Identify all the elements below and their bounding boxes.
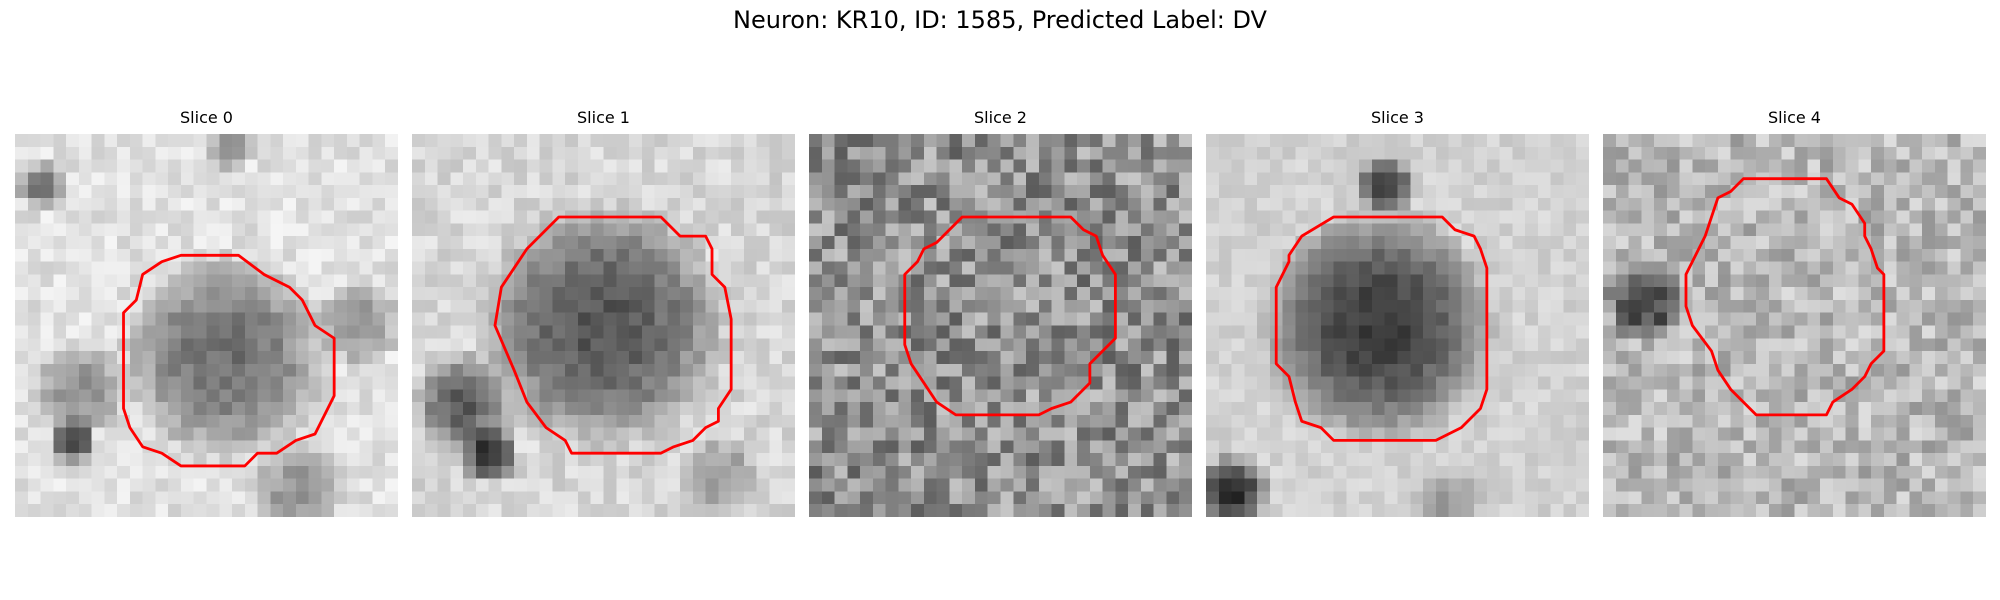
roi-contour [493, 215, 733, 455]
slice-title: Slice 4 [1768, 108, 1821, 127]
slice-panel-3: Slice 3 [1206, 108, 1589, 517]
slice-panel-4: Slice 4 [1603, 108, 1986, 517]
slice-panel-2: Slice 2 [809, 108, 1192, 517]
slice-title: Slice 3 [1371, 108, 1424, 127]
figure-title: Neuron: KR10, ID: 1585, Predicted Label:… [733, 6, 1267, 34]
roi-contour [1684, 177, 1886, 417]
slice-panel-1: Slice 1 [412, 108, 795, 517]
grayscale-image [809, 134, 1192, 517]
roi-contour [122, 253, 336, 468]
slice-image-3 [1206, 134, 1589, 517]
roi-contour [903, 215, 1117, 417]
slice-image-0 [15, 134, 398, 517]
slice-image-4 [1603, 134, 1986, 517]
slice-panel-0: Slice 0 [15, 108, 398, 517]
grayscale-image [1603, 134, 1986, 517]
roi-contour [1274, 215, 1489, 442]
slice-image-1 [412, 134, 795, 517]
grayscale-image [15, 134, 398, 517]
slice-image-2 [809, 134, 1192, 517]
slice-title: Slice 1 [577, 108, 630, 127]
slice-title: Slice 0 [180, 108, 233, 127]
slice-title: Slice 2 [974, 108, 1027, 127]
grayscale-image [1206, 134, 1589, 517]
